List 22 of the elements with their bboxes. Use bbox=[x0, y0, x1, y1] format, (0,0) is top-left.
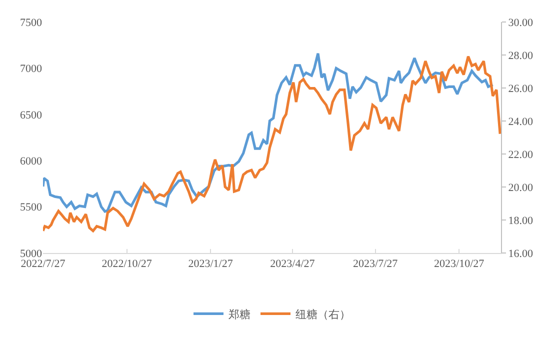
y2-tick-label: 24.00 bbox=[508, 116, 534, 128]
y-tick-label: 6500 bbox=[20, 109, 42, 122]
y-tick-label: 7000 bbox=[20, 63, 42, 76]
legend-label: 郑糖 bbox=[228, 308, 250, 321]
y2-tick-label: 28.00 bbox=[508, 50, 534, 62]
y-tick-label: 5500 bbox=[20, 202, 42, 214]
y-tick-label: 5000 bbox=[20, 248, 42, 260]
y-tick-label: 7500 bbox=[20, 16, 42, 29]
y2-tick-label: 16.00 bbox=[508, 248, 534, 260]
y2-tick-label: 20.00 bbox=[508, 182, 534, 194]
legend-label: 纽糖（右） bbox=[296, 308, 350, 321]
y2-tick-label: 18.00 bbox=[508, 214, 534, 227]
x-tick-label: 2023/1/27 bbox=[188, 258, 234, 270]
x-tick-label: 2022/7/27 bbox=[20, 258, 66, 270]
y-tick-label: 6000 bbox=[20, 155, 42, 168]
y2-tick-label: 26.00 bbox=[508, 82, 534, 95]
x-tick-label: 2022/10/27 bbox=[102, 258, 152, 270]
x-tick-label: 2023/7/27 bbox=[353, 258, 398, 270]
y2-tick-label: 22.00 bbox=[508, 148, 534, 161]
x-tick-label: 2023/4/27 bbox=[270, 258, 316, 270]
y2-tick-label: 30.00 bbox=[508, 16, 534, 29]
x-tick-label: 2023/10/27 bbox=[434, 258, 485, 270]
